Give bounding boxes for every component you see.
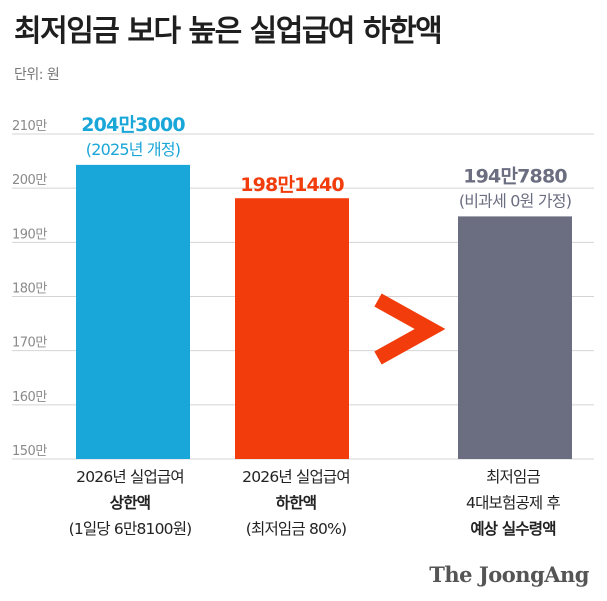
greater-than-icon bbox=[374, 293, 446, 365]
category-line2: 하한액 bbox=[275, 494, 317, 512]
bar-sublabel: (비과세 0원 가정) bbox=[459, 191, 571, 210]
bar bbox=[235, 198, 349, 459]
category-line1: 최저임금 bbox=[486, 468, 541, 486]
chart-title: 최저임금 보다 높은 실업급여 하한액 bbox=[14, 14, 443, 49]
category-label-upper-limit: 2026년 실업급여 상한액 (1일당 6만8100원) bbox=[45, 464, 215, 542]
category-line2: 4대보험공제 후 bbox=[466, 494, 561, 512]
y-tick-label: 190만 bbox=[12, 227, 47, 242]
y-tick-label: 150만 bbox=[12, 444, 47, 459]
y-tick-label: 210만 bbox=[12, 119, 47, 134]
bar-value-label: 204만3000 bbox=[81, 114, 185, 136]
category-line2: 상한액 bbox=[109, 494, 151, 512]
bar bbox=[76, 164, 190, 459]
bar-value-label: 194만7880 bbox=[463, 165, 567, 187]
unit-label: 단위: 원 bbox=[14, 67, 60, 83]
bar-value-label: 198만1440 bbox=[240, 174, 344, 196]
y-tick-label: 170만 bbox=[12, 336, 47, 351]
joongang-logo: The JoongAng bbox=[429, 562, 589, 587]
bar bbox=[458, 216, 572, 459]
y-tick-label: 160만 bbox=[12, 390, 47, 405]
category-line3: (최저임금 80%) bbox=[245, 520, 347, 538]
y-tick-label: 200만 bbox=[12, 173, 47, 188]
category-line1: 2026년 실업급여 bbox=[242, 468, 350, 486]
category-line1: 2026년 실업급여 bbox=[76, 468, 184, 486]
category-label-net-pay: 최저임금 4대보험공제 후 예상 실수령액 bbox=[428, 464, 598, 542]
bar-sublabel: (2025년 개정) bbox=[86, 140, 180, 159]
y-tick-label: 180만 bbox=[12, 282, 47, 297]
category-line3: 예상 실수령액 bbox=[470, 520, 556, 538]
category-line3: (1일당 6만8100원) bbox=[68, 520, 193, 538]
category-label-lower-limit: 2026년 실업급여 하한액 (최저임금 80%) bbox=[211, 464, 381, 542]
